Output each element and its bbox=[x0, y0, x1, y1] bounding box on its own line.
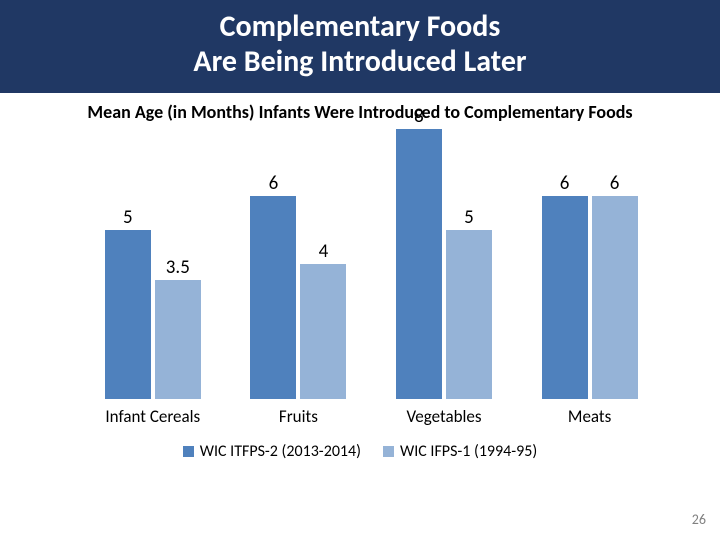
chart-legend: WIC ITFPS-2 (2013-2014) WIC IFPS-1 (1994-… bbox=[80, 442, 640, 461]
legend-item: WIC ITFPS-2 (2013-2014) bbox=[183, 442, 361, 461]
bar-group: 66 bbox=[542, 196, 638, 399]
bar-value-label: 5 bbox=[464, 206, 474, 229]
legend-label: WIC ITFPS-2 (2013-2014) bbox=[200, 442, 361, 461]
bar: 4 bbox=[300, 264, 346, 399]
bar-group: 85 bbox=[396, 129, 492, 399]
bar-value-label: 6 bbox=[610, 172, 620, 195]
bar: 5 bbox=[446, 230, 492, 399]
legend-swatch bbox=[183, 446, 194, 457]
bar: 6 bbox=[542, 196, 588, 399]
legend-label: WIC IFPS-1 (1994-95) bbox=[400, 442, 537, 461]
bar: 6 bbox=[250, 196, 296, 399]
bar-value-label: 5 bbox=[123, 206, 133, 229]
title-bar: Complementary Foods Are Being Introduced… bbox=[0, 0, 720, 93]
x-axis-label: Vegetables bbox=[406, 406, 481, 427]
legend-item: WIC IFPS-1 (1994-95) bbox=[383, 442, 537, 461]
chart-plot-area: 53.5648566 bbox=[80, 130, 640, 400]
bar-value-label: 3.5 bbox=[166, 256, 190, 279]
legend-swatch bbox=[383, 446, 394, 457]
chart-title: Mean Age (in Months) Infants Were Introd… bbox=[80, 101, 640, 124]
chart-x-labels: Infant Cereals Fruits Vegetables Meats bbox=[80, 406, 640, 434]
slide-number: 26 bbox=[692, 511, 706, 528]
bar-value-label: 6 bbox=[269, 172, 279, 195]
bar: 6 bbox=[592, 196, 638, 399]
bar-value-label: 6 bbox=[560, 172, 570, 195]
x-axis-label: Meats bbox=[568, 406, 611, 427]
slide-title-line1: Complementary Foods bbox=[220, 8, 501, 45]
bar-group: 53.5 bbox=[105, 230, 201, 399]
bar-value-label: 8 bbox=[414, 105, 424, 128]
slide-title-line2: Are Being Introduced Later bbox=[193, 43, 526, 80]
bar-value-label: 4 bbox=[319, 240, 329, 263]
bar-group: 64 bbox=[250, 196, 346, 399]
chart: Mean Age (in Months) Infants Were Introd… bbox=[80, 101, 640, 461]
slide-title: Complementary Foods Are Being Introduced… bbox=[0, 10, 720, 79]
bar: 5 bbox=[105, 230, 151, 399]
x-axis-label: Infant Cereals bbox=[105, 406, 200, 427]
bar: 8 bbox=[396, 129, 442, 399]
x-axis-label: Fruits bbox=[279, 406, 318, 427]
bar: 3.5 bbox=[155, 280, 201, 398]
